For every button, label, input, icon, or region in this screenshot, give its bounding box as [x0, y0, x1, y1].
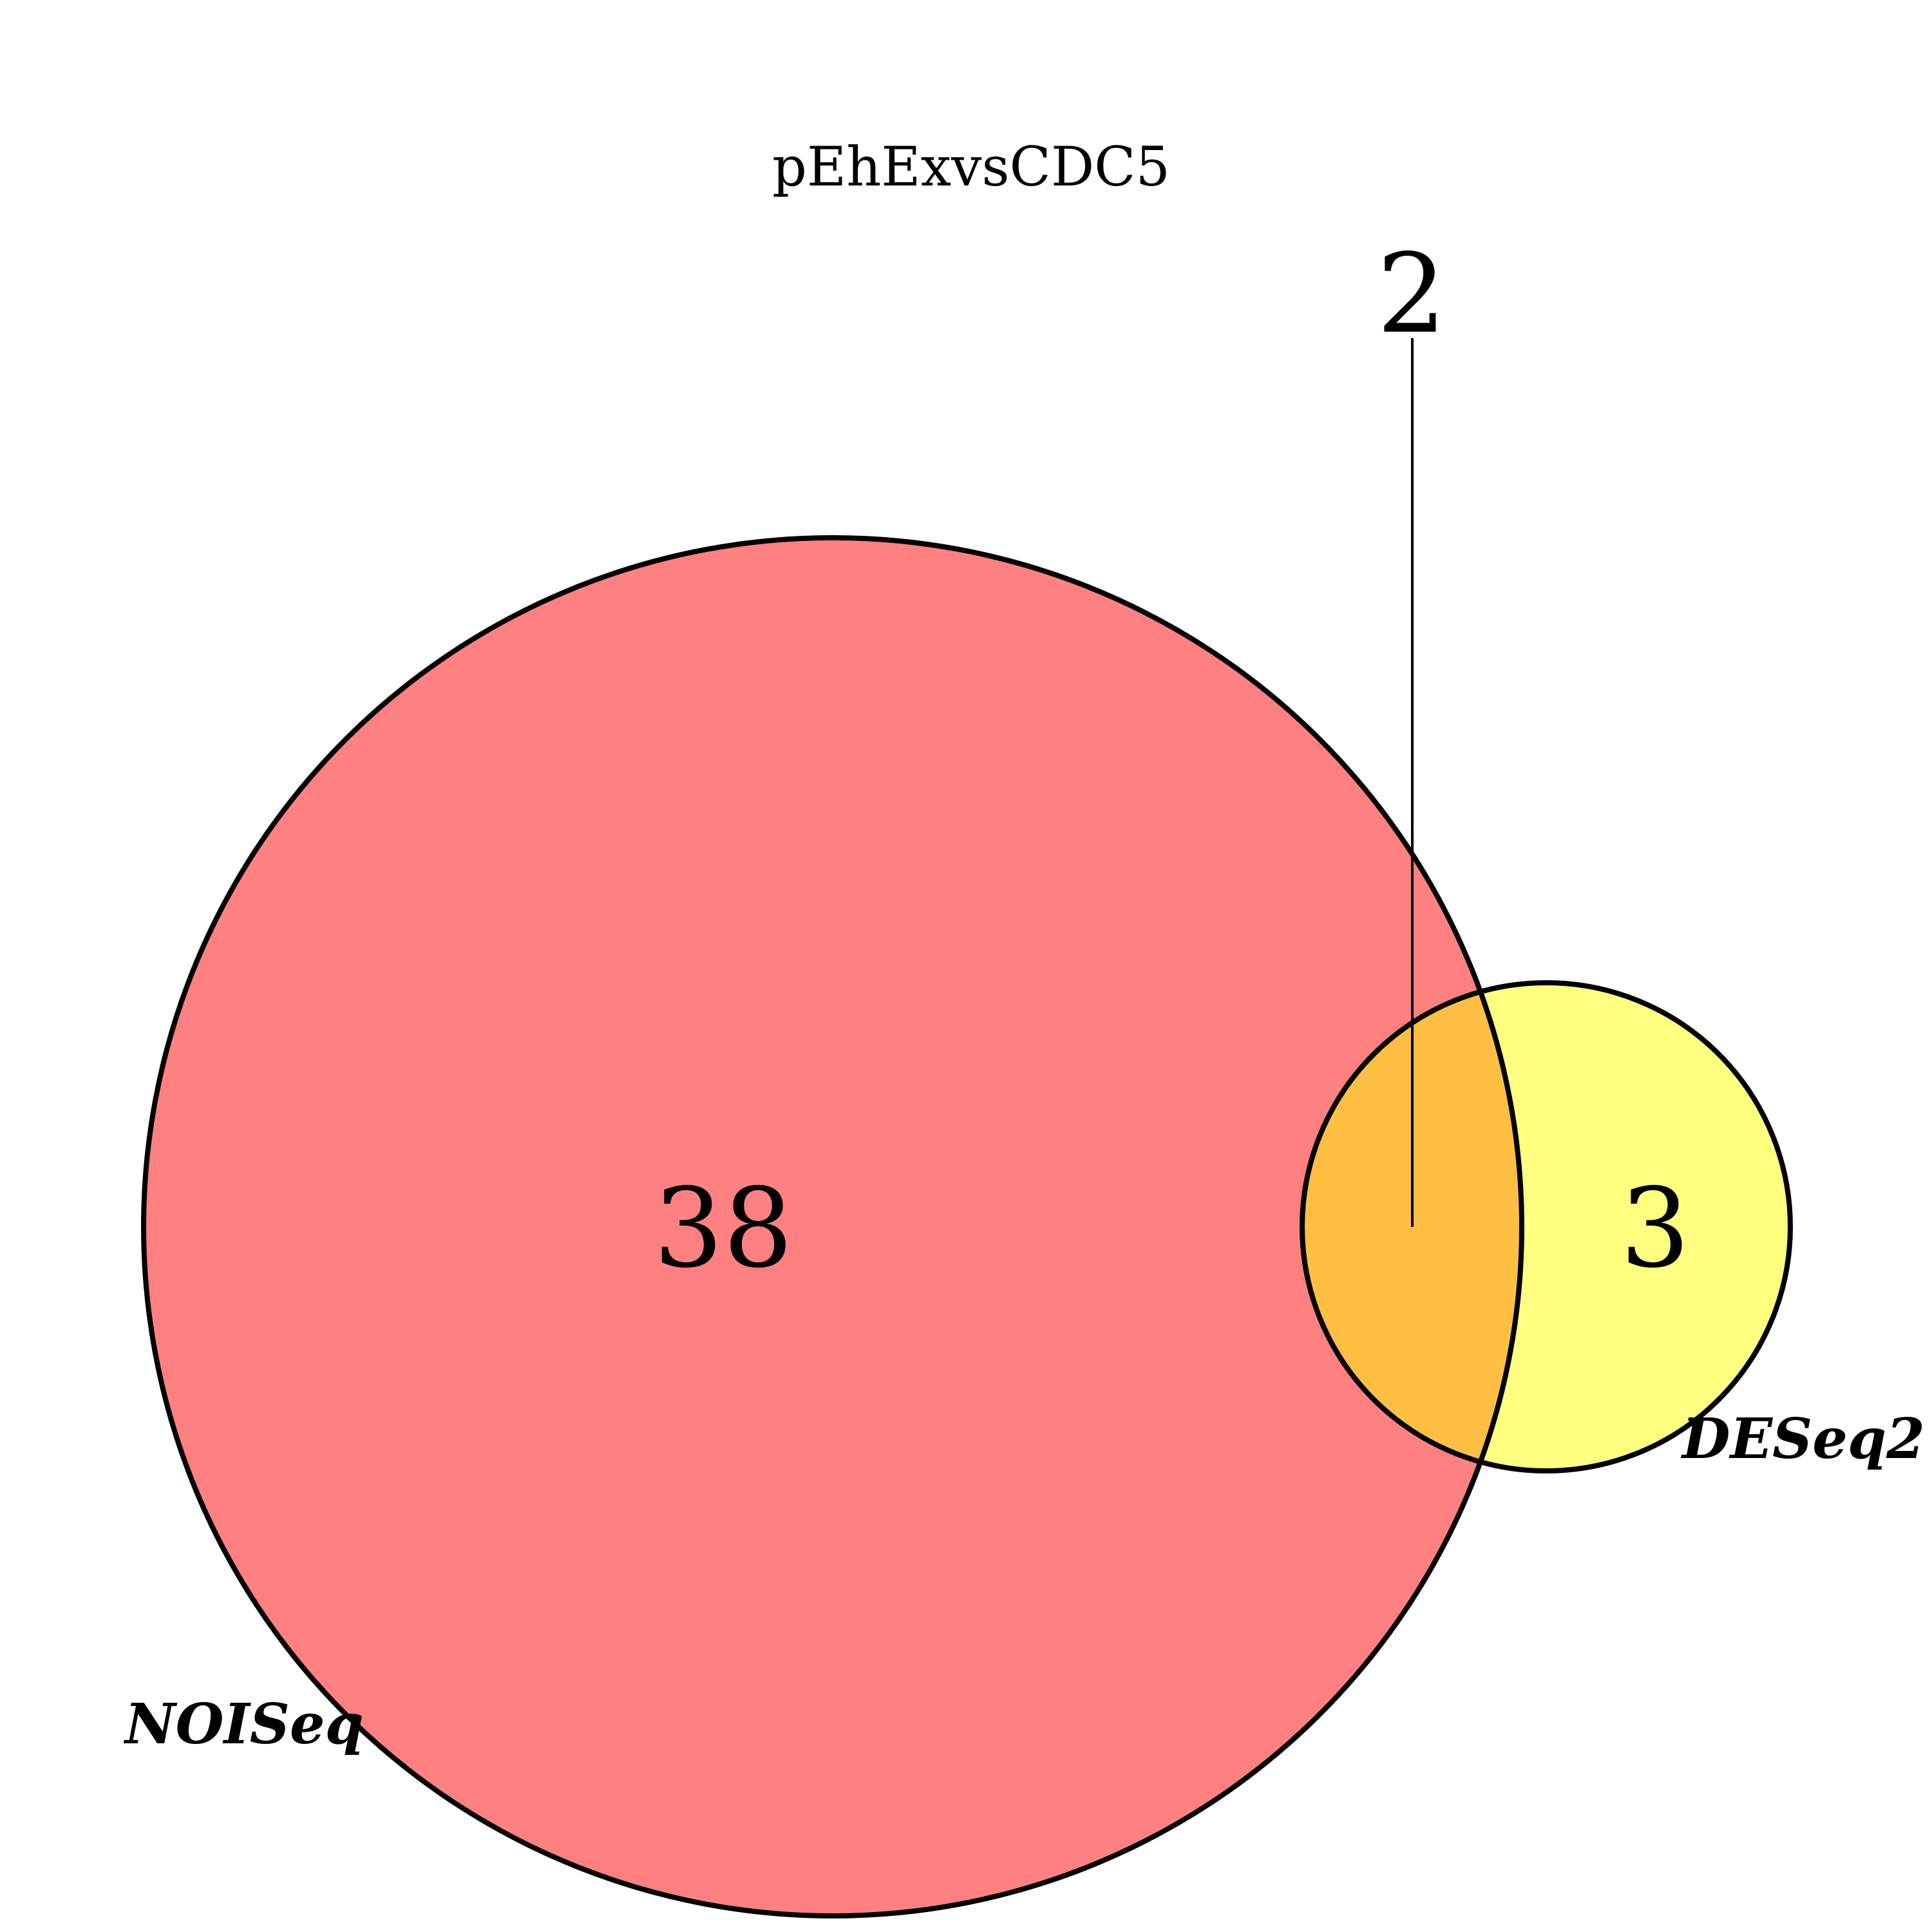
deseq2-label: DESeq2: [1680, 1406, 1925, 1472]
noiseq-circle-outline: [141, 535, 1524, 1918]
noiseq-label: NOISeq: [123, 1692, 364, 1757]
noiseq-only-count: 38: [654, 1165, 793, 1293]
deseq2-only-count: 3: [1620, 1165, 1690, 1293]
diagram-title: pEhExvsCDC5: [772, 135, 1170, 198]
deseq2-circle-outline: [1300, 980, 1793, 1473]
noiseq-circle-fill: [144, 538, 1522, 1916]
intersection-count: 2: [1377, 231, 1446, 358]
intersection-region: [1302, 983, 1522, 1471]
